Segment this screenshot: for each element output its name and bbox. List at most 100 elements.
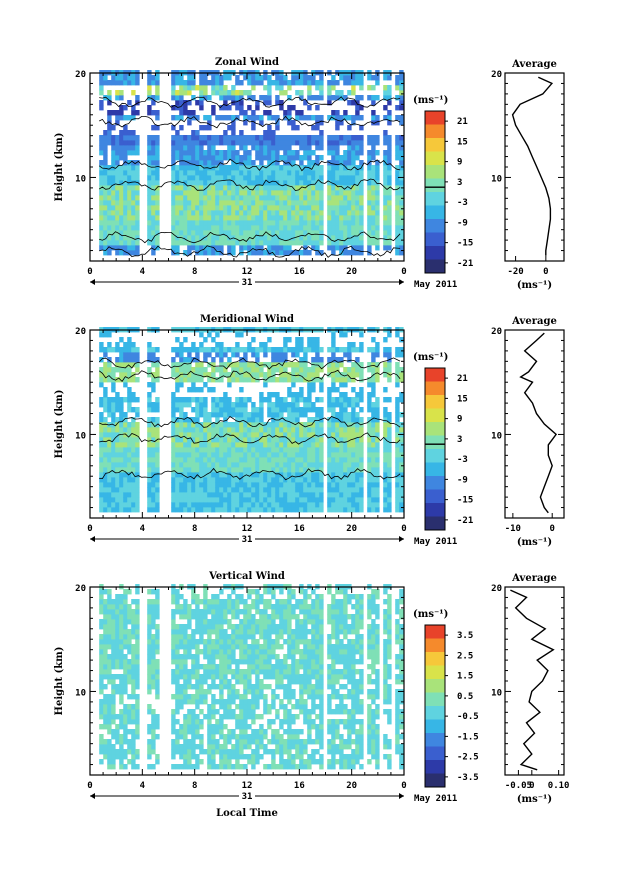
heatmap-cell (351, 120, 356, 126)
heatmap-cell (231, 377, 236, 383)
heatmap-cell (267, 205, 272, 211)
heatmap-cell (235, 200, 240, 206)
heatmap-cell (183, 372, 188, 378)
heatmap-cell (203, 205, 208, 211)
heatmap-cell (155, 589, 160, 595)
heatmap-cell (267, 347, 272, 353)
heatmap-cell (107, 609, 112, 615)
heatmap-cell (331, 497, 336, 503)
heatmap-cell (235, 115, 240, 121)
heatmap-cell (287, 210, 292, 216)
heatmap-cell (375, 175, 380, 181)
heatmap-cell (187, 714, 192, 720)
heatmap-cell (207, 372, 212, 378)
heatmap-cell (231, 125, 236, 131)
heatmap-cell (307, 472, 312, 478)
heatmap-cell (359, 145, 364, 151)
heatmap-cell (243, 155, 248, 161)
heatmap-cell (211, 215, 216, 221)
heatmap-cell (183, 759, 188, 765)
heatmap-cell (147, 604, 152, 610)
heatmap-cell (187, 619, 192, 625)
heatmap-cell (135, 230, 140, 236)
heatmap-cell (383, 195, 388, 201)
heatmap-cell (183, 80, 188, 86)
heatmap-cell (315, 115, 320, 121)
heatmap-cell (315, 397, 320, 403)
heatmap-cell (319, 165, 324, 171)
heatmap-cell (227, 362, 232, 368)
heatmap-cell (387, 462, 392, 468)
heatmap-cell (195, 492, 200, 498)
heatmap-cell (183, 649, 188, 655)
heatmap-cell (107, 447, 112, 453)
heatmap-cell (247, 507, 252, 513)
heatmap-cell (319, 120, 324, 126)
heatmap-cell (351, 220, 356, 226)
heatmap-cell (335, 362, 340, 368)
heatmap-cell (283, 347, 288, 353)
heatmap-cell (347, 397, 352, 403)
heatmap-cell (239, 422, 244, 428)
heatmap-cell (107, 397, 112, 403)
heatmap-cell (227, 185, 232, 191)
contour-line (99, 96, 401, 109)
heatmap-cell (107, 497, 112, 503)
heatmap-cell (155, 759, 160, 765)
heatmap-cell (231, 402, 236, 408)
heatmap-cell (123, 674, 128, 680)
heatmap-cell (399, 367, 404, 373)
heatmap-cell (151, 80, 156, 86)
heatmap-cell (311, 447, 316, 453)
heatmap-cell (119, 115, 124, 121)
heatmap-cell (215, 437, 220, 443)
heatmap-cell (195, 462, 200, 468)
heatmap-cell (239, 467, 244, 473)
heatmap-cell (287, 120, 292, 126)
heatmap-cell (107, 367, 112, 373)
heatmap-cell (203, 250, 208, 256)
heatmap-cell (347, 462, 352, 468)
heatmap-cell (171, 417, 176, 423)
heatmap-cell (183, 629, 188, 635)
heatmap-cell (359, 377, 364, 383)
heatmap-cell (275, 155, 280, 161)
panel-1 (89, 327, 565, 544)
heatmap-cell (287, 80, 292, 86)
heatmap-cell (115, 639, 120, 645)
heatmap-cell (247, 437, 252, 443)
heatmap-cell (291, 467, 296, 473)
heatmap-cell (295, 367, 300, 373)
heatmap-cell (247, 95, 252, 101)
heatmap-cell (147, 180, 152, 186)
heatmap-cell (347, 205, 352, 211)
heatmap-cell (367, 392, 372, 398)
heatmap-cell (395, 437, 400, 443)
heatmap-cell (319, 220, 324, 226)
heatmap-cell (271, 220, 276, 226)
heatmap-cell (399, 235, 404, 241)
heatmap-cell (111, 659, 116, 665)
heatmap-cell (107, 240, 112, 246)
heatmap-cell (147, 477, 152, 483)
heatmap-cell (367, 195, 372, 201)
heatmap-cell (275, 502, 280, 508)
heatmap-cell (271, 240, 276, 246)
heatmap-cell (119, 397, 124, 403)
heatmap-cell (267, 165, 272, 171)
heatmap-cell (187, 397, 192, 403)
heatmap-cell (215, 90, 220, 96)
colorbar-tick-label: -3 (457, 198, 468, 208)
heatmap-cell (259, 185, 264, 191)
heatmap-cell (127, 674, 132, 680)
heatmap-cell (223, 115, 228, 121)
heatmap-cell (295, 235, 300, 241)
heatmap-cell (195, 402, 200, 408)
heatmap-cell (227, 215, 232, 221)
heatmap-cell (123, 719, 128, 725)
heatmap-cell (135, 200, 140, 206)
heatmap-cell (343, 195, 348, 201)
heatmap-cell (319, 210, 324, 216)
heatmap-cell (199, 472, 204, 478)
heatmap-cell (127, 205, 132, 211)
